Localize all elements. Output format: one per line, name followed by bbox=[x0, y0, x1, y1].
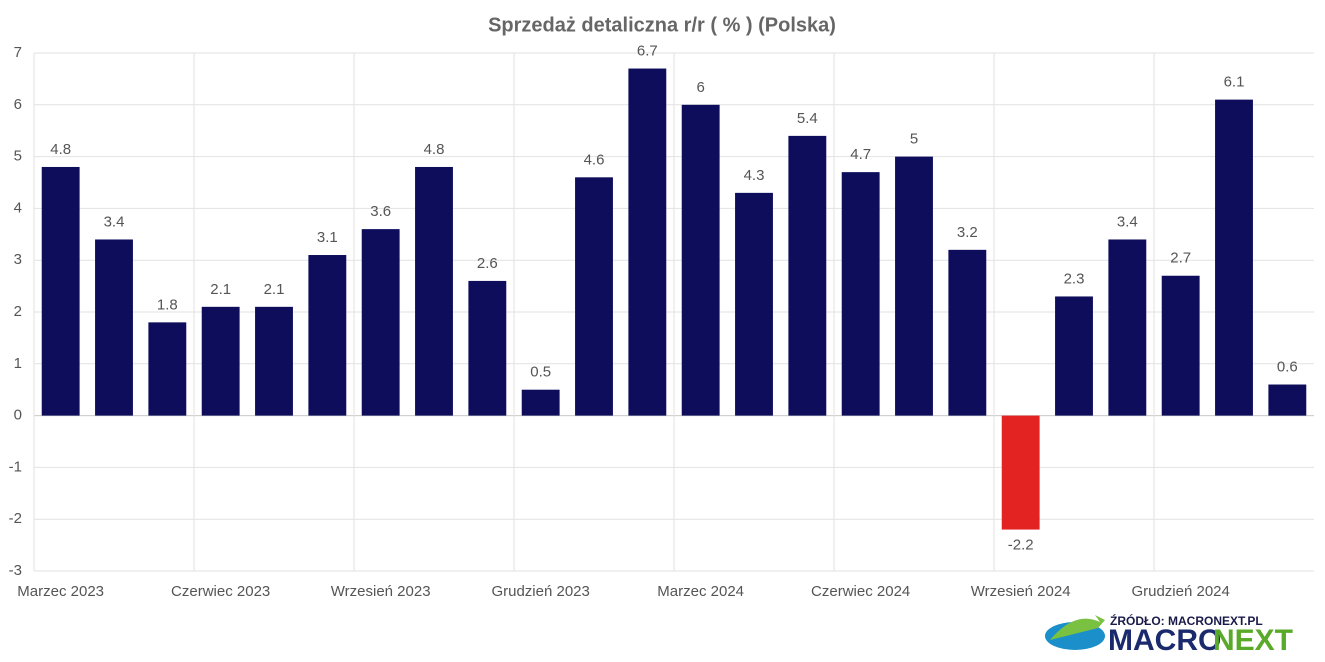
bar bbox=[628, 68, 667, 416]
bar bbox=[1001, 415, 1040, 530]
bar bbox=[841, 172, 880, 416]
value-label: 2.6 bbox=[477, 255, 498, 272]
bar bbox=[1055, 296, 1093, 416]
value-label: 1.8 bbox=[157, 296, 178, 313]
x-tick-label: Wrzesień 2024 bbox=[971, 583, 1071, 600]
bar bbox=[1215, 99, 1253, 416]
value-label: 6 bbox=[696, 79, 704, 96]
value-label: 6.1 bbox=[1224, 74, 1245, 91]
x-tick-label: Czerwiec 2023 bbox=[171, 583, 270, 600]
value-label: 3.4 bbox=[104, 213, 125, 230]
bar bbox=[1161, 275, 1200, 416]
y-tick-label: -1 bbox=[9, 458, 22, 475]
bar bbox=[255, 306, 293, 416]
bar bbox=[681, 104, 720, 416]
bar bbox=[41, 166, 80, 416]
bar bbox=[575, 177, 613, 416]
value-label: 6.7 bbox=[637, 43, 658, 60]
source-text: ŹRÓDŁO: MACRONEXT.PL bbox=[1110, 613, 1263, 628]
value-label: 2.1 bbox=[264, 281, 285, 298]
value-label: 4.7 bbox=[850, 146, 871, 163]
value-label: 4.8 bbox=[424, 141, 445, 158]
value-label: 5.4 bbox=[797, 110, 818, 127]
y-tick-label: -3 bbox=[9, 562, 22, 579]
value-label: 2.1 bbox=[210, 281, 231, 298]
value-label: 2.3 bbox=[1064, 270, 1085, 287]
value-label: 0.6 bbox=[1277, 358, 1298, 375]
x-tick-label: Grudzień 2023 bbox=[491, 583, 589, 600]
chart-title: Sprzedaż detaliczna r/r ( % ) (Polska) bbox=[488, 14, 836, 36]
bar bbox=[361, 229, 400, 416]
value-label: 3.6 bbox=[370, 203, 391, 220]
bar bbox=[895, 156, 933, 416]
y-tick-label: 0 bbox=[14, 407, 22, 424]
value-label: 4.8 bbox=[50, 141, 71, 158]
bar bbox=[468, 280, 507, 416]
bar bbox=[735, 192, 773, 416]
value-label: 4.6 bbox=[584, 151, 605, 168]
logo-arrow bbox=[1050, 615, 1105, 640]
bar bbox=[95, 239, 133, 416]
bar bbox=[521, 389, 560, 416]
logo-text-1: MACRO bbox=[1108, 624, 1221, 657]
y-tick-label: 5 bbox=[14, 148, 22, 165]
value-label: 5 bbox=[910, 131, 918, 148]
y-tick-label: 6 bbox=[14, 96, 22, 113]
x-tick-label: Marzec 2023 bbox=[17, 583, 104, 600]
x-tick-label: Wrzesień 2023 bbox=[331, 583, 431, 600]
x-tick-label: Grudzień 2024 bbox=[1131, 583, 1229, 600]
y-tick-label: 4 bbox=[14, 199, 22, 216]
bar bbox=[201, 306, 240, 416]
value-label: 3.2 bbox=[957, 224, 978, 241]
bar bbox=[1108, 239, 1147, 416]
value-label: 3.1 bbox=[317, 229, 338, 246]
y-tick-label: 7 bbox=[14, 44, 22, 61]
value-label: 0.5 bbox=[530, 364, 551, 381]
value-label: 4.3 bbox=[744, 167, 765, 184]
bar bbox=[415, 166, 453, 416]
y-tick-label: 3 bbox=[14, 251, 22, 268]
y-tick-label: -2 bbox=[9, 510, 22, 527]
x-tick-label: Marzec 2024 bbox=[657, 583, 744, 600]
value-label: -2.2 bbox=[1008, 537, 1034, 554]
logo: ŹRÓDŁO: MACRONEXT.PL MACRO NEXT bbox=[1045, 613, 1293, 657]
value-label: 3.4 bbox=[1117, 213, 1138, 230]
y-tick-label: 2 bbox=[14, 303, 22, 320]
y-tick-label: 1 bbox=[14, 355, 22, 372]
x-tick-label: Czerwiec 2024 bbox=[811, 583, 910, 600]
logo-text-2: NEXT bbox=[1213, 624, 1293, 657]
value-label: 2.7 bbox=[1170, 250, 1191, 267]
bar bbox=[948, 249, 987, 416]
bar bbox=[148, 322, 187, 416]
bar bbox=[308, 255, 347, 416]
bar bbox=[1268, 384, 1307, 416]
bar bbox=[788, 135, 827, 416]
